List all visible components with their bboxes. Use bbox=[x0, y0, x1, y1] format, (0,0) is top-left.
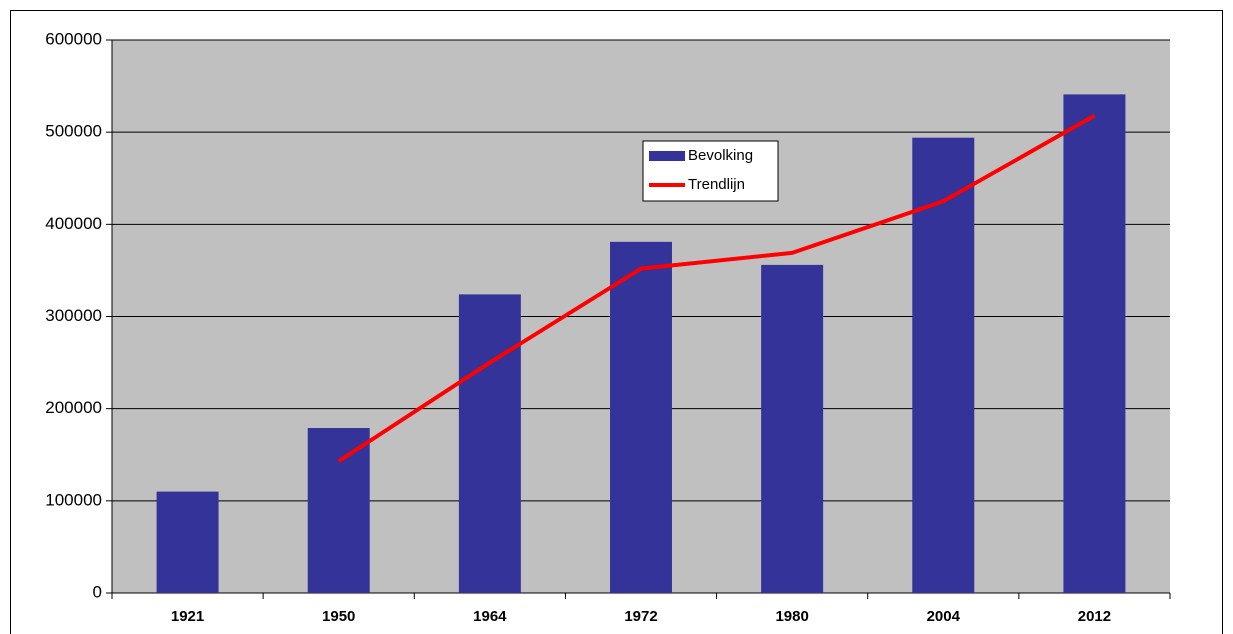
trend-line bbox=[337, 113, 1096, 463]
x-tick-label: 1950 bbox=[322, 608, 355, 625]
bar bbox=[1063, 94, 1126, 594]
y-tick-label: 500000 bbox=[45, 122, 102, 141]
y-tick-label: 200000 bbox=[45, 398, 102, 417]
bar bbox=[307, 428, 370, 593]
legend-label: Trendlijn bbox=[688, 176, 745, 193]
y-tick-label: 0 bbox=[93, 582, 102, 601]
x-tick-label: 2012 bbox=[1078, 608, 1111, 625]
y-tick-label: 100000 bbox=[45, 490, 102, 509]
y-tick-label: 300000 bbox=[45, 306, 102, 325]
bar bbox=[912, 137, 975, 594]
bar bbox=[761, 264, 824, 593]
bar bbox=[458, 294, 521, 593]
x-tick-label: 1972 bbox=[624, 608, 657, 625]
x-tick-label: 1964 bbox=[473, 608, 507, 625]
x-tick-label: 1921 bbox=[171, 608, 204, 625]
x-tick-label: 2004 bbox=[927, 608, 961, 625]
bar bbox=[610, 241, 672, 593]
x-tick-label: 1980 bbox=[775, 608, 808, 625]
bar bbox=[156, 491, 219, 593]
legend-label: Bevolking bbox=[688, 147, 753, 164]
y-tick-label: 600000 bbox=[45, 29, 102, 48]
legend-swatch bbox=[649, 151, 685, 161]
y-tick-label: 400000 bbox=[45, 214, 102, 233]
